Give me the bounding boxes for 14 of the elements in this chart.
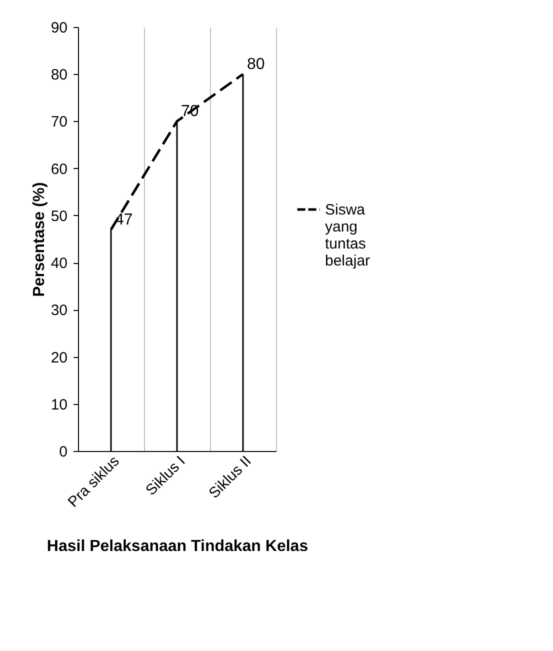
y-tick-label: 70 bbox=[50, 114, 68, 131]
y-axis-title: Persentase (%) bbox=[30, 182, 48, 297]
y-tick-label: 20 bbox=[50, 349, 68, 366]
y-tick-label: 0 bbox=[59, 444, 68, 460]
data-label: 80 bbox=[247, 56, 265, 74]
y-tick-label: 40 bbox=[50, 255, 68, 272]
y-tick-label: 10 bbox=[50, 396, 68, 414]
y-tick-label: 90 bbox=[50, 20, 68, 36]
legend-label: Siswa yang tuntas belajar bbox=[325, 202, 370, 270]
y-tick-label: 50 bbox=[50, 208, 68, 225]
y-tick-label: 60 bbox=[50, 160, 68, 178]
y-tick-label: 30 bbox=[50, 302, 68, 320]
x-axis-title: Hasil Pelaksanaan Tindakan Kelas bbox=[46, 538, 308, 556]
y-tick-label: 80 bbox=[50, 66, 68, 84]
